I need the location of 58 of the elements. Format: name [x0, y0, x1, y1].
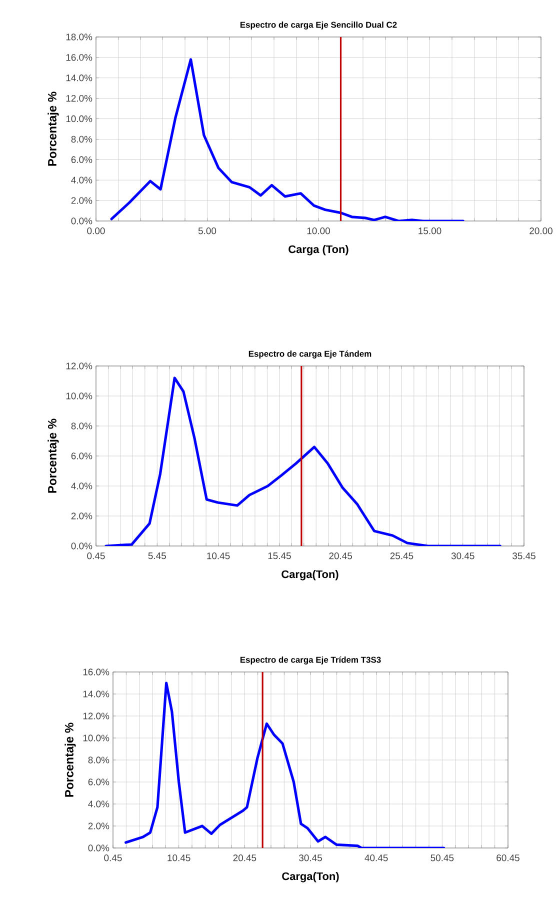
line-series — [110, 58, 464, 221]
y-tick-label: 4.0% — [71, 482, 92, 490]
x-tick-label: 10.45 — [168, 854, 190, 862]
y-tick-label: 8.0% — [88, 756, 110, 764]
y-tick-label: 8.0% — [71, 136, 92, 143]
x-tick-label: 15.45 — [268, 552, 291, 560]
x-tick-label: 5.45 — [148, 552, 166, 560]
x-tick-label: 20.00 — [530, 228, 552, 234]
x-tick-label: 40.45 — [364, 854, 388, 862]
y-tick-label: 18.0% — [66, 34, 92, 40]
y-tick-label: 0.0% — [88, 844, 110, 852]
x-tick-label: 15.00 — [418, 228, 442, 234]
x-axis-title: Carga (Ton) — [288, 245, 348, 256]
x-tick-label: 20.45 — [233, 854, 256, 862]
x-tick-label: 0.00 — [87, 228, 105, 234]
y-tick-label: 6.0% — [88, 778, 110, 786]
chart-title: Espectro de carga Eje Tándem — [248, 350, 372, 358]
y-tick-label: 8.0% — [71, 422, 92, 430]
y-axis-title: Porcentaje % — [48, 418, 59, 493]
y-tick-label: 14.0% — [66, 74, 92, 82]
y-tick-label: 6.0% — [71, 452, 92, 460]
x-tick-label: 25.45 — [390, 552, 414, 560]
x-tick-label: 0.45 — [104, 854, 122, 862]
y-tick-label: 4.0% — [88, 800, 110, 808]
y-tick-label: 16.0% — [66, 54, 92, 61]
chart-title: Espectro de carga Eje Sencillo Dual C2 — [240, 22, 397, 30]
x-tick-label: 5.00 — [198, 228, 216, 234]
x-tick-label: 30.45 — [451, 552, 474, 560]
y-tick-label: 0.0% — [71, 542, 92, 550]
x-tick-label: 35.45 — [512, 552, 536, 560]
y-tick-label: 16.0% — [83, 668, 110, 676]
y-tick-label: 12.0% — [66, 362, 92, 370]
y-tick-label: 10.0% — [66, 115, 92, 122]
chart-title: Espectro de carga Eje Trídem T3S3 — [240, 656, 381, 664]
y-axis-title: Porcentaje % — [64, 722, 76, 797]
x-tick-label: 30.45 — [299, 854, 322, 862]
x-tick-label: 50.45 — [430, 854, 454, 862]
y-tick-label: 10.0% — [66, 392, 92, 400]
y-tick-label: 6.0% — [71, 156, 92, 164]
y-tick-label: 12.0% — [83, 712, 110, 720]
line-series — [104, 376, 502, 546]
x-axis-title: Carga(Ton) — [282, 872, 339, 882]
x-tick-label: 60.45 — [496, 854, 520, 862]
x-tick-label: 0.45 — [87, 552, 105, 560]
x-tick-label: 10.45 — [207, 552, 230, 560]
y-tick-label: 2.0% — [71, 512, 92, 520]
y-tick-label: 4.0% — [71, 176, 92, 184]
y-axis-title: Porcentaje % — [48, 92, 59, 166]
y-tick-label: 2.0% — [71, 197, 92, 204]
y-tick-label: 14.0% — [83, 690, 110, 698]
y-tick-label: 10.0% — [83, 734, 110, 742]
y-tick-label: 12.0% — [66, 94, 92, 102]
x-axis-title: Carga(Ton) — [282, 570, 338, 580]
y-tick-label: 2.0% — [88, 822, 110, 830]
x-tick-label: 20.45 — [329, 552, 352, 560]
x-tick-label: 10.00 — [307, 228, 330, 234]
y-tick-label: 0.0% — [71, 218, 92, 224]
line-series — [124, 682, 446, 848]
